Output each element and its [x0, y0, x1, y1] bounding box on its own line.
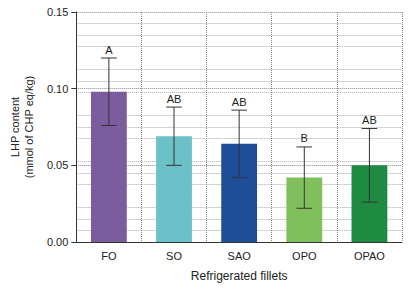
- svg-text:0.15: 0.15: [47, 6, 68, 18]
- svg-text:0.05: 0.05: [47, 159, 68, 171]
- svg-text:AB: AB: [232, 96, 247, 108]
- svg-text:OPAO: OPAO: [354, 250, 385, 262]
- svg-text:SO: SO: [166, 250, 182, 262]
- svg-text:B: B: [301, 132, 308, 144]
- svg-text:Refrigerated fillets: Refrigerated fillets: [191, 269, 288, 283]
- svg-text:AB: AB: [167, 93, 182, 105]
- svg-text:0.00: 0.00: [47, 236, 68, 248]
- svg-text:0.10: 0.10: [47, 83, 68, 95]
- svg-text:OPO: OPO: [292, 250, 317, 262]
- svg-text:SAO: SAO: [228, 250, 252, 262]
- svg-text:FO: FO: [101, 250, 117, 262]
- svg-text:AB: AB: [362, 114, 377, 126]
- svg-text:A: A: [105, 44, 113, 56]
- svg-text:(mmol of CHP eq/kg): (mmol of CHP eq/kg): [23, 76, 35, 179]
- svg-text:LHP content: LHP content: [9, 97, 21, 157]
